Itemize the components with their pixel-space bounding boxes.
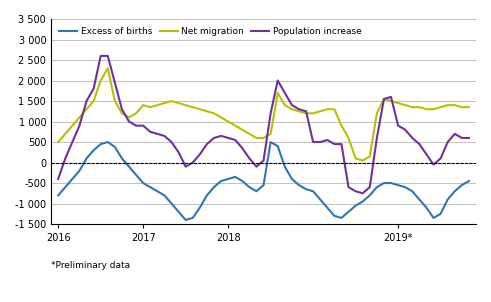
Excess of births (183, 218, 189, 222)
Excess of births (367, 194, 373, 197)
Excess of births (126, 165, 132, 169)
Population increase (275, 79, 281, 82)
Population increase (126, 120, 132, 123)
Net migration (466, 105, 472, 109)
Net migration (105, 66, 110, 70)
Net migration (360, 159, 366, 162)
Population increase (105, 54, 110, 58)
Legend: Excess of births, Net migration, Population increase: Excess of births, Net migration, Populat… (55, 24, 365, 40)
Line: Net migration: Net migration (58, 68, 469, 160)
Excess of births (105, 140, 110, 144)
Net migration (55, 140, 61, 144)
Population increase (168, 140, 174, 144)
Excess of births (98, 142, 104, 146)
Population increase (367, 185, 373, 189)
Net migration (126, 116, 132, 119)
Population increase (466, 136, 472, 140)
Net migration (98, 79, 104, 82)
Excess of births (168, 202, 174, 205)
Net migration (367, 155, 373, 158)
Line: Population increase: Population increase (58, 56, 469, 193)
Population increase (98, 54, 104, 58)
Excess of births (282, 165, 288, 169)
Excess of births (55, 194, 61, 197)
Excess of births (466, 179, 472, 183)
Net migration (275, 91, 281, 95)
Net migration (168, 99, 174, 103)
Excess of births (69, 177, 75, 181)
Net migration (69, 124, 75, 127)
Text: *Preliminary data: *Preliminary data (51, 261, 130, 270)
Population increase (360, 191, 366, 195)
Population increase (55, 177, 61, 181)
Population increase (69, 140, 75, 144)
Line: Excess of births: Excess of births (58, 142, 469, 220)
